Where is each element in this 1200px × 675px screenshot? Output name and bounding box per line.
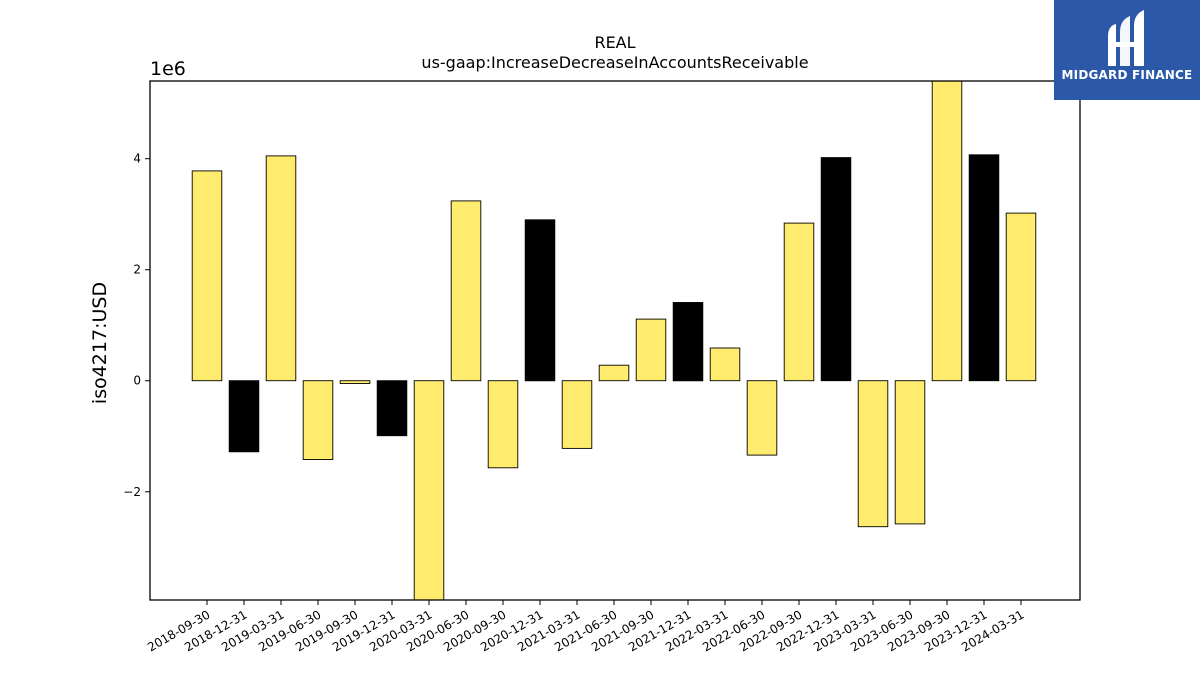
bar-2019-09-30 (339, 380, 371, 384)
bar-2021-12-31 (672, 302, 704, 382)
bar-2024-03-31 (1005, 212, 1037, 382)
chart-subtitle: us-gaap:IncreaseDecreaseInAccountsReceiv… (421, 53, 808, 72)
bar-2023-03-31 (857, 380, 889, 528)
brand-logo: MIDGARD FINANCE (1054, 0, 1200, 100)
bar-2019-03-31 (265, 155, 297, 382)
bar-2019-06-30 (302, 380, 334, 460)
plot-frame (149, 80, 1081, 601)
bar-2023-09-30 (931, 80, 963, 382)
bar-2021-06-30 (598, 364, 630, 382)
x-ticks-group: 2018-09-302018-12-312019-03-312019-06-30… (145, 600, 1027, 654)
bar-2020-03-31 (413, 380, 445, 601)
bar-2022-09-30 (783, 222, 815, 382)
bar-2019-12-31 (376, 380, 408, 437)
bar-2018-09-30 (191, 170, 223, 382)
bar-2023-12-31 (968, 154, 1000, 382)
bar-2020-09-30 (487, 380, 519, 469)
y-tick-label: 0 (133, 374, 141, 388)
y-tick-label: −2 (123, 485, 141, 499)
bar-2021-09-30 (635, 318, 667, 382)
bar-2022-06-30 (746, 380, 778, 456)
chart-title: REAL (594, 33, 635, 52)
bars-group (191, 80, 1037, 601)
bar-2018-12-31 (228, 380, 260, 453)
bar-2020-06-30 (450, 200, 482, 382)
y-scale-label: 1e6 (150, 58, 186, 80)
logo-text: MIDGARD FINANCE (1061, 68, 1193, 82)
logo-mark-icon (1108, 10, 1144, 66)
y-axis-label: iso4217:USD (89, 282, 111, 404)
y-ticks-group: −2 0 2 4 (123, 152, 150, 499)
bar-2022-03-31 (709, 347, 741, 382)
bar-2023-06-30 (894, 380, 926, 525)
bar-2021-03-31 (561, 380, 593, 449)
bar-2020-12-31 (524, 219, 556, 382)
bar-2022-12-31 (820, 157, 852, 382)
y-tick-label: 4 (133, 152, 141, 166)
y-tick-label: 2 (133, 263, 141, 277)
